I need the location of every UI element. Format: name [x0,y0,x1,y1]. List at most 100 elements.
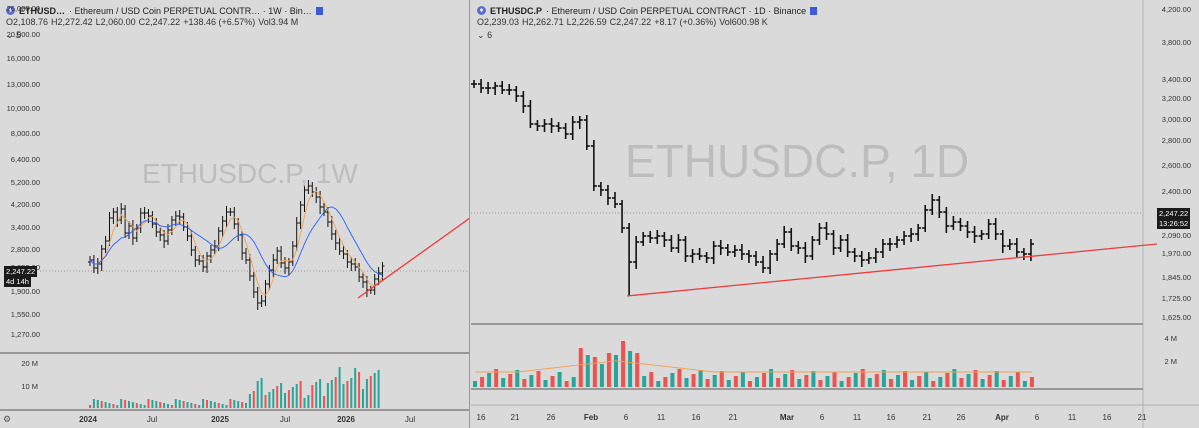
volume-bar [649,372,654,387]
right-price-axis-label: 2,400.00 [1161,187,1191,196]
daily-chart-pane[interactable]: ♦ ETHUSDC.P · Ethereum / USD Coin PERPET… [471,0,1199,428]
right-vol-axis-label: 2 M [1164,357,1177,366]
volume-bar [592,357,597,387]
volume-bar [373,373,376,408]
chevron-down-icon[interactable]: ⌄ [477,30,485,40]
ohlc-readout: O2,108.76 H2,272.42 L2,060.00 C2,247.22 … [6,17,323,29]
volume-bar [284,393,286,408]
right-time-axis-label: 21 [728,413,738,422]
volume-bar [108,403,111,408]
volume-bar [797,379,802,387]
weekly-chart-pane[interactable]: ♦ ETHUSD… · Ethereum / USD Coin PERPETUA… [0,0,470,428]
right-price-axis-label: 1,625.00 [1161,313,1191,322]
volume-bar [994,371,999,387]
volume-bar [202,399,205,408]
volume-bar [151,400,154,408]
low-value: L2,226.59 [566,17,607,27]
volume-bar [691,374,696,387]
volume-bar [867,378,872,387]
volume-bar [606,353,611,387]
volume-bar [635,353,640,387]
volume-bar [670,373,675,387]
volume-bar [241,402,244,408]
right-price-axis-label: 4,200.00 [1161,5,1191,14]
volume-bar [330,380,333,408]
volume-bar [642,376,647,387]
volume-bar [350,378,353,408]
right-time-axis-label: 16 [691,413,701,422]
volume-bar [846,377,851,387]
right-price-axis-label: 1,725.00 [1161,294,1191,303]
right-time-axis-label: 21 [510,413,520,422]
volume-bar [89,405,91,408]
left-price-axis-label: 1,550.00 [10,310,40,319]
symbol-label[interactable]: ETHUSD… [19,5,66,16]
volume-bar [776,378,781,387]
volume-value: Vol3.94 M [258,17,299,27]
right-time-axis-label: Apr [995,413,1009,422]
volume-bar [276,386,279,408]
volume-bar [1015,372,1020,387]
volume-bar [783,374,788,387]
volume-bar [174,399,177,408]
volume-bar [705,379,710,387]
volume-bar [170,405,173,408]
right-time-axis-label: 6 [623,413,629,422]
volume-bar [100,401,103,408]
left-time-axis-label: Jul [279,415,291,424]
symbol-label[interactable]: ETHUSDC.P [490,5,543,16]
volume-bar [354,368,357,408]
volume-bar [726,380,731,387]
volume-bar [198,405,201,408]
volume-bar [966,374,971,387]
volume-bar [881,370,886,387]
indicators-toggle[interactable]: ⌄ 6 [477,30,817,41]
close-value: C2,247.22 [609,17,652,27]
open-value: O2,108.76 [6,17,49,27]
left-price-axis-label: 16,000.00 [6,54,40,63]
volume-bar [377,370,380,408]
settings-gear-icon[interactable]: ⚙ [3,414,12,424]
weekly-chart-canvas[interactable] [0,0,470,428]
volume-bar [529,375,534,387]
volume-bar [712,375,717,387]
volume-bar [571,377,576,387]
volume-bar [924,372,929,387]
right-time-axis-label: 6 [1034,413,1040,422]
open-value: O2,239.03 [477,17,520,27]
volume-bar [194,404,197,408]
low-value: L2,060.00 [95,17,136,27]
volume-bar [287,390,290,408]
left-price-axis-label: 6,400.00 [10,155,40,164]
volume-bar [326,383,329,408]
volume-bar [910,380,915,387]
volume-bar [973,370,978,387]
right-time-axis-label: 11 [656,413,666,422]
volume-bar [323,396,325,408]
volume-bar [128,401,130,408]
right-time-axis-label: 26 [956,413,966,422]
volume-bar [311,385,314,408]
volume-bar [896,375,900,387]
change-value: +138.46 (+6.57%) [183,17,256,27]
volume-bar [346,381,349,408]
volume-bar [120,399,123,408]
right-time-axis-label: 26 [546,413,556,422]
indicators-toggle[interactable]: ⌄ 5 [6,30,323,41]
volume-bar [614,355,618,387]
volume-bar [1001,380,1006,387]
ohlc-readout: O2,239.03 H2,262.71 L2,226.59 C2,247.22 … [477,17,817,29]
daily-chart-canvas[interactable] [471,0,1199,428]
trend-line [357,217,469,299]
ethereum-coin-icon: ♦ [477,6,486,15]
chevron-down-icon[interactable]: ⌄ [6,30,14,40]
volume-bar [182,401,185,408]
left-price-axis-label: 1,270.00 [10,330,40,339]
right-price-axis-label: 3,400.00 [1161,75,1191,84]
volume-bar [860,369,865,387]
volume-bar [206,400,208,408]
volume-bar [959,378,964,387]
instrument-title: · Ethereum / USD Coin PERPETUAL CONTRACT… [546,5,807,16]
volume-bar [167,404,169,408]
volume-bar [307,395,310,408]
